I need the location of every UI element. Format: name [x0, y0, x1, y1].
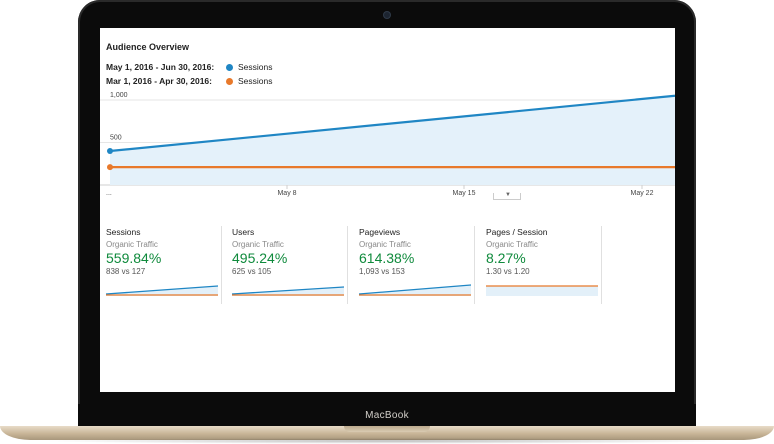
legend-previous[interactable]: Mar 1, 2016 - Apr 30, 2016: Sessions	[106, 76, 273, 86]
metric-change: 559.84%	[106, 250, 162, 266]
y-tick-label: 1,000	[110, 92, 128, 99]
legend-range: Mar 1, 2016 - Apr 30, 2016:	[106, 76, 212, 86]
camera-icon	[384, 12, 390, 18]
metric-segment: Organic Traffic	[106, 240, 158, 249]
analytics-screen: Audience Overview May 1, 2016 - Jun 30, …	[100, 28, 675, 392]
metric-tile-sessions[interactable]: Sessions Organic Traffic 559.84% 838 vs …	[100, 226, 222, 304]
sparkline	[486, 285, 598, 296]
laptop-shadow	[40, 438, 734, 444]
sparkline	[359, 284, 471, 296]
metric-compare: 1,093 vs 153	[359, 267, 405, 276]
x-tick-label: May 22	[631, 190, 654, 197]
x-tick-label: May 15	[453, 190, 476, 197]
series-dot-icon	[226, 77, 233, 85]
laptop-chin	[78, 404, 696, 428]
y-tick-label: 500	[110, 135, 122, 142]
metric-name: Users	[232, 227, 255, 237]
metric-tiles: Sessions Organic Traffic 559.84% 838 vs …	[100, 226, 675, 304]
laptop-notch	[344, 426, 430, 432]
metric-change: 495.24%	[232, 250, 288, 266]
metric-change: 8.27%	[486, 250, 526, 266]
metric-compare: 625 vs 105	[232, 267, 272, 276]
metric-compare: 1.30 vs 1.20	[486, 267, 530, 276]
device-brand: MacBook	[365, 410, 409, 421]
series-dot-icon	[226, 63, 233, 71]
metric-segment: Organic Traffic	[486, 240, 538, 249]
x-tick-label: May 8	[277, 190, 296, 197]
legend-range: May 1, 2016 - Jun 30, 2016:	[106, 62, 215, 72]
metric-tile-pageviews[interactable]: Pageviews Organic Traffic 614.38% 1,093 …	[353, 226, 475, 304]
legend-series: Sessions	[238, 76, 273, 86]
metric-tile-users[interactable]: Users Organic Traffic 495.24% 625 vs 105	[226, 226, 348, 304]
metric-name: Sessions	[106, 227, 141, 237]
metric-segment: Organic Traffic	[359, 240, 411, 249]
series-point-previous	[107, 164, 113, 171]
legend-series: Sessions	[238, 62, 273, 72]
metric-change: 614.38%	[359, 250, 415, 266]
laptop-base	[0, 426, 774, 440]
chevron-down-icon: ▼	[505, 192, 511, 198]
series-area	[110, 95, 675, 185]
legend-current[interactable]: May 1, 2016 - Jun 30, 2016: Sessions	[106, 62, 273, 72]
metric-compare: 838 vs 127	[106, 267, 146, 276]
series-point-current	[107, 148, 113, 154]
series-line-current	[109, 94, 675, 153]
sessions-line-chart[interactable]: 1,000 500... May 8 May 15 May 22	[100, 90, 675, 200]
metric-tile-pages-per-session[interactable]: Pages / Session Organic Traffic 8.27% 1.…	[480, 226, 602, 304]
chart-expand-handle[interactable]: ▼	[493, 192, 521, 200]
metric-segment: Organic Traffic	[232, 240, 284, 249]
sparkline	[232, 286, 344, 296]
report-title: Audience Overview	[106, 42, 190, 52]
x-tick-label: ...	[106, 190, 112, 197]
sparkline	[106, 285, 218, 296]
metric-name: Pageviews	[359, 227, 401, 237]
metric-name: Pages / Session	[486, 227, 548, 237]
